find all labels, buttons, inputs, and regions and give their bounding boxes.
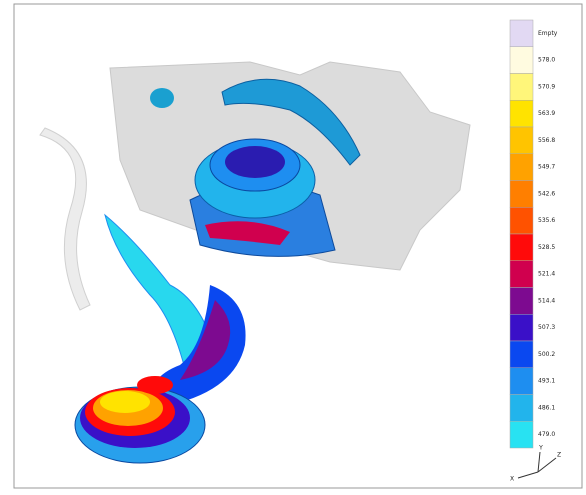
legend-swatch	[510, 261, 533, 288]
legend-swatch	[510, 314, 533, 341]
legend-label: 535.6	[538, 217, 555, 224]
legend-swatch	[510, 234, 533, 261]
legend-swatch	[510, 207, 533, 234]
legend-label: 549.7	[538, 164, 555, 171]
legend-swatch	[510, 288, 533, 315]
legend-swatch	[510, 20, 533, 47]
legend-label: 500.2	[538, 351, 555, 358]
legend-label: Empty	[538, 30, 558, 37]
legend-label: 578.0	[538, 57, 555, 64]
basin-4	[100, 391, 150, 413]
legend-label: 570.9	[538, 83, 555, 90]
triad-label: X	[510, 476, 514, 483]
boss-hole	[225, 146, 285, 178]
legend-swatch	[510, 421, 533, 448]
legend-label: 556.8	[538, 137, 555, 144]
hot-spot	[137, 376, 173, 394]
legend-label: 507.3	[538, 324, 555, 331]
legend-label: 486.1	[538, 404, 555, 411]
legend-label: 542.6	[538, 190, 555, 197]
overflow	[150, 88, 174, 108]
legend-swatch	[510, 395, 533, 422]
triad-label: Z	[557, 452, 561, 459]
legend-label: 521.4	[538, 271, 555, 278]
legend-swatch	[510, 154, 533, 181]
legend-label: 493.1	[538, 378, 555, 385]
legend-label: 528.5	[538, 244, 555, 251]
legend-label: 514.4	[538, 297, 555, 304]
triad-label: Y	[538, 445, 543, 452]
legend-swatch	[510, 368, 533, 395]
legend-swatch	[510, 74, 533, 101]
legend-label: 479.0	[538, 431, 555, 438]
legend-swatch	[510, 47, 533, 74]
legend-swatch	[510, 181, 533, 208]
legend-swatch	[510, 127, 533, 154]
viewport: Empty 578.0 570.9 563.9 556.8 549.7 542.6 535.6…	[0, 0, 586, 495]
legend-swatch	[510, 341, 533, 368]
legend-label: 563.9	[538, 110, 555, 117]
screenshot: Empty 578.0 570.9 563.9 556.8 549.7 542.6 535.6…	[0, 0, 586, 495]
legend-swatch	[510, 100, 533, 127]
